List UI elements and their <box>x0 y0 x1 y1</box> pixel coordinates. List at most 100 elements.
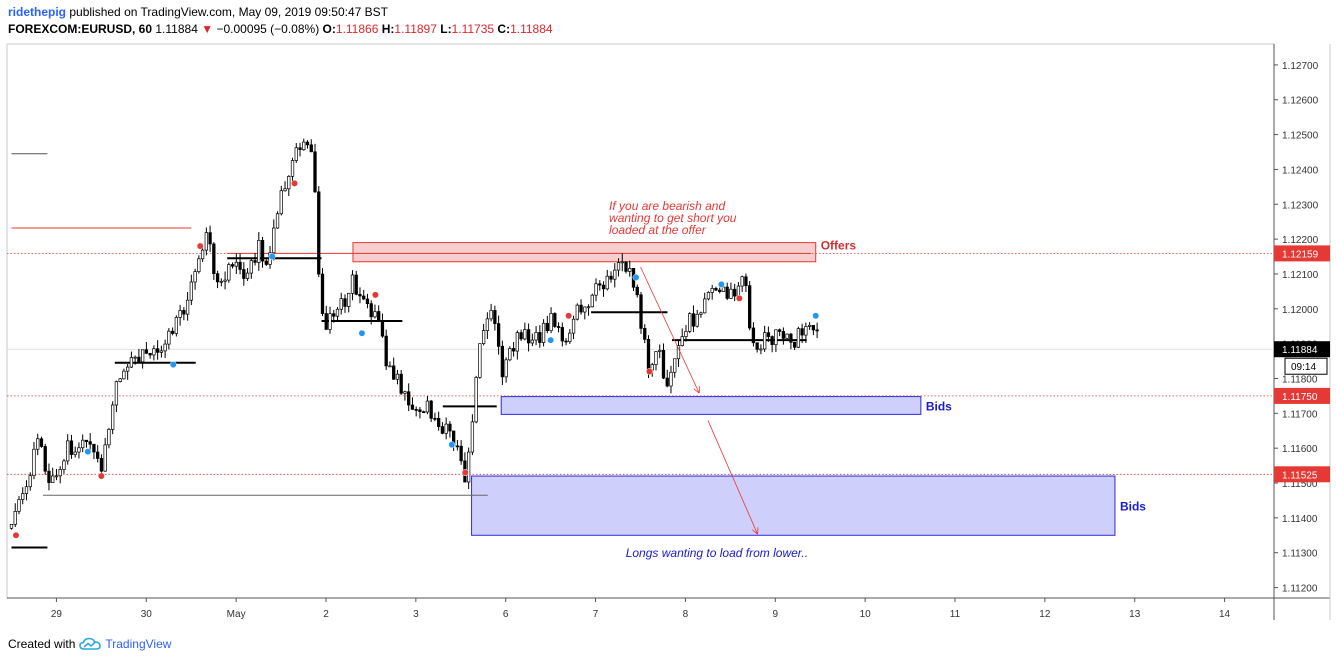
publish-line: ridethepig published on TradingView.com,… <box>8 5 388 19</box>
candle-body <box>32 448 36 477</box>
zone-label: Bids <box>1120 500 1146 514</box>
candle-body <box>313 151 317 193</box>
low-value: 1.11735 <box>451 22 495 36</box>
time-tick-label: 14 <box>1219 609 1231 620</box>
price-tag-label: 1.11525 <box>1282 470 1318 481</box>
candle-body <box>223 279 227 282</box>
candle-body <box>763 332 767 350</box>
candle-body <box>81 439 85 449</box>
candle-body <box>373 311 377 318</box>
candle-body <box>272 227 276 254</box>
candle-body <box>579 304 583 313</box>
price-tick-label: 1.11200 <box>1282 584 1318 595</box>
candle-body <box>654 351 658 365</box>
candle-body <box>804 326 808 336</box>
time-tick-label: 3 <box>413 609 419 620</box>
open-label: O: <box>322 22 336 36</box>
author-link[interactable]: ridethepig <box>8 5 67 19</box>
candle-body <box>238 261 242 270</box>
candle-body <box>748 285 752 329</box>
zones-layer: Offers Bids Bids <box>352 239 1146 536</box>
bid-zone <box>471 475 1116 536</box>
candle-body <box>73 451 77 455</box>
candle-body <box>88 441 92 445</box>
time-tick-label: 9 <box>773 609 779 620</box>
time-axis[interactable]: 29 30 May 2 3 6 7 8 9 10 11 12 13 14 <box>51 598 1231 620</box>
candle-body <box>388 365 392 368</box>
candle-body <box>185 299 190 315</box>
candle-body <box>392 365 396 380</box>
candle-body <box>571 318 576 334</box>
tradingview-brand[interactable]: TradingView <box>105 637 172 651</box>
candle-body <box>324 313 328 330</box>
time-tick-label: 11 <box>950 609 961 620</box>
levels-layer <box>7 153 1274 549</box>
candle-body <box>549 313 553 332</box>
candle-body <box>470 421 475 453</box>
candle-body <box>811 324 816 331</box>
candle-body <box>28 475 32 488</box>
candle-body <box>230 264 235 267</box>
time-tick-label: 2 <box>323 609 329 620</box>
candle-body <box>564 340 568 343</box>
zone-label: Offers <box>821 239 857 253</box>
publish-info: published on TradingView.com, May 09, 20… <box>69 5 389 19</box>
candle-body <box>680 336 684 346</box>
candle-body <box>429 400 433 419</box>
candle-body <box>317 191 321 275</box>
candle-body <box>328 313 332 330</box>
candle-body <box>24 486 29 494</box>
candle-body <box>332 313 336 317</box>
candle-body <box>530 339 534 344</box>
candle-body <box>511 348 516 352</box>
time-tick-label: 8 <box>683 609 689 620</box>
candle-body <box>320 273 325 314</box>
candle-body <box>107 429 111 446</box>
candle-body <box>616 262 621 271</box>
candle-body <box>466 451 471 483</box>
sell-marker <box>291 179 298 187</box>
candle-body <box>658 349 662 352</box>
buy-marker <box>358 329 366 337</box>
candle-body <box>639 294 643 329</box>
candle-body <box>718 289 722 292</box>
candle-body <box>51 475 55 483</box>
candle-body <box>189 281 194 301</box>
countdown-box <box>1284 357 1328 375</box>
candle-body <box>519 332 523 340</box>
candle-body <box>736 285 741 297</box>
price-tick-label: 1.11500 <box>1282 479 1318 490</box>
buy-marker <box>448 441 456 449</box>
price-tick-label: 1.11300 <box>1282 549 1318 560</box>
offer-zone <box>352 242 817 263</box>
candle-body <box>751 327 756 344</box>
candle-body <box>755 342 759 350</box>
candle-body <box>204 232 208 251</box>
candle-body <box>673 358 677 373</box>
price-tick-label: 1.12300 <box>1282 200 1319 211</box>
candle-body <box>260 240 265 262</box>
candle-body <box>137 356 141 363</box>
candle-body <box>418 409 422 412</box>
candle-body <box>500 345 505 378</box>
candle-body <box>148 352 152 356</box>
candle-body <box>624 261 628 272</box>
price-tag-label: 1.11750 <box>1282 392 1318 403</box>
symbol-label[interactable]: FOREXCOM:EURUSD, 60 <box>8 22 153 36</box>
candle-body <box>455 445 460 448</box>
price-axis[interactable]: 1.11200 1.11300 1.11400 1.11500 1.11600 1.117… <box>1274 61 1319 595</box>
candle-body <box>425 400 430 413</box>
sell-marker <box>735 294 743 302</box>
candle-body <box>152 348 156 356</box>
candle-body <box>399 373 403 394</box>
candle-body <box>275 213 280 229</box>
level-price-tag <box>1274 245 1330 262</box>
candle-body <box>643 328 647 340</box>
price-tick-label: 1.12100 <box>1282 270 1319 281</box>
arrows-layer <box>640 266 758 534</box>
candle-body <box>36 438 40 450</box>
candle-body <box>343 298 347 307</box>
candle-body <box>459 445 463 462</box>
buy-marker <box>632 273 640 281</box>
